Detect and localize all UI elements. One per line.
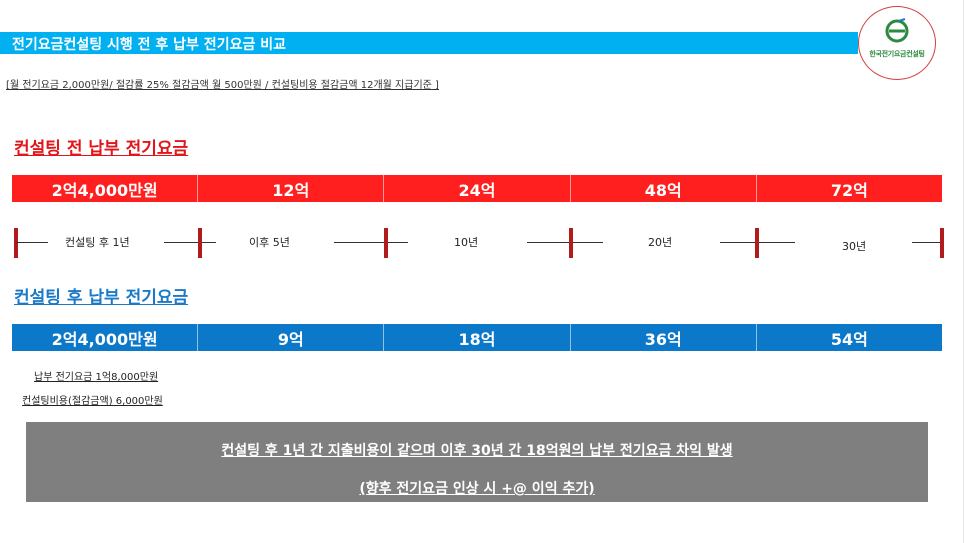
timeline-line [16, 242, 48, 243]
before-section-title: 컨설팅 전 납부 전기요금 [14, 139, 189, 159]
timeline-tick [940, 228, 944, 258]
summary-box: 컨설팅 후 1년 간 지출비용이 같으며 이후 30년 간 18억원의 납부 전… [26, 422, 928, 502]
leaf-e-logo-icon [885, 18, 909, 43]
after-amount-bar: 2억4,000만원 9억 18억 36억 54억 [12, 324, 942, 351]
timeline-line [912, 242, 940, 243]
before-cell: 48억 [571, 175, 757, 202]
timeline-label: 30년 [842, 240, 867, 253]
timeline-label: 컨설팅 후 1년 [65, 236, 130, 249]
after-cell: 36억 [571, 324, 757, 351]
timeline-tick [14, 228, 18, 258]
summary-line: 컨설팅 후 1년 간 지출비용이 같으며 이후 30년 간 18억원의 납부 전… [221, 443, 733, 459]
timeline-line [388, 242, 408, 243]
after-cell: 18억 [384, 324, 571, 351]
after-cell: 2억4,000만원 [12, 324, 199, 351]
timeline-label: 10년 [454, 236, 479, 249]
timeline-line [573, 242, 603, 243]
before-cell: 24억 [384, 175, 571, 202]
after-cell: 54억 [830, 329, 868, 349]
consulting-fee-note: 컨설팅비용(절감금액) 6,000만원 [22, 396, 163, 407]
before-cell: 2억4,000만원 [12, 175, 199, 202]
before-cell: 72억 [830, 180, 868, 200]
before-cell: 12억 [198, 175, 385, 202]
period-timeline: 컨설팅 후 1년 이후 5년 10년 20년 30년 [12, 222, 946, 262]
timeline-tick [569, 228, 573, 258]
timeline-label: 20년 [648, 236, 673, 249]
logo-text: 한국전기요금컨설팅 [869, 50, 925, 58]
paid-fee-note: 납부 전기요금 1억8,000만원 [34, 372, 159, 383]
summary-note: (향후 전기요금 인상 시 +@ 이익 추가) [359, 481, 595, 497]
header-bar [0, 32, 858, 54]
timeline-label: 이후 5년 [249, 236, 290, 249]
timeline-line [164, 242, 202, 243]
after-cell: 9억 [198, 324, 385, 351]
page-title: 전기요금컨설팅 시행 전 후 납부 전기요금 비교 [12, 37, 286, 53]
company-logo: 한국전기요금컨설팅 [858, 6, 936, 80]
before-amount-bar: 2억4,000만원 12억 24억 48억 72억 [12, 175, 942, 202]
timeline-line [720, 242, 756, 243]
timeline-line [334, 242, 384, 243]
timeline-tick [755, 228, 759, 258]
timeline-line [527, 242, 569, 243]
after-section-title: 컨설팅 후 납부 전기요금 [14, 288, 189, 308]
basis-note: [월 전기요금 2,000만원/ 절감률 25% 절감금액 월 500만원 / … [6, 80, 439, 91]
timeline-tick [384, 228, 388, 258]
timeline-line [202, 242, 216, 243]
page-edge [963, 0, 964, 543]
timeline-line [759, 242, 795, 243]
timeline-tick [198, 228, 202, 258]
